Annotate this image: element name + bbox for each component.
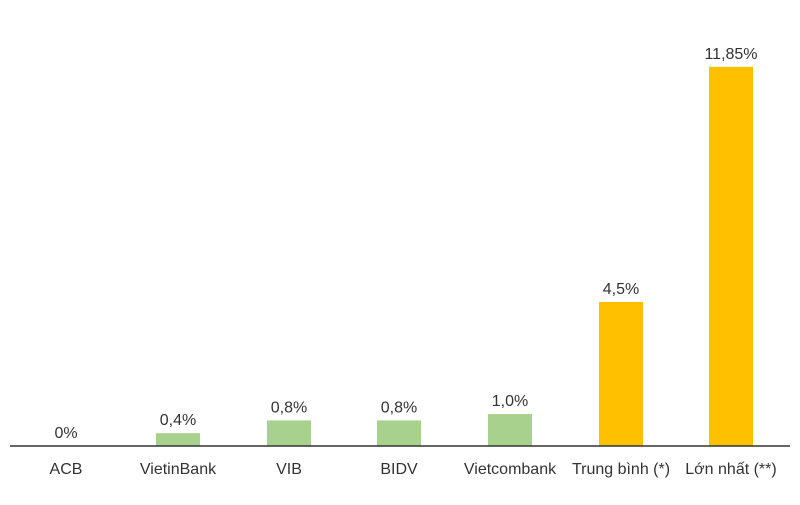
data-label-1: 0,4%	[160, 412, 196, 429]
bar-2	[267, 420, 311, 446]
bar-3	[377, 420, 421, 446]
category-labels-layer: ACB VietinBank VIB BIDV Vietcombank Trung bìn…	[50, 461, 777, 478]
data-label-2: 0,8%	[271, 399, 307, 416]
bar-1	[156, 433, 200, 446]
bars-layer	[156, 66, 753, 447]
data-label-0: 0%	[54, 425, 77, 442]
value-labels-layer: 0% 0,4% 0,8% 0,8% 1,0% 4,5% 11,85%	[54, 46, 757, 442]
data-label-5: 4,5%	[603, 281, 639, 298]
category-label-0: ACB	[50, 461, 83, 478]
category-label-1: VietinBank	[140, 461, 217, 478]
bar-6	[709, 66, 753, 447]
bar-4	[488, 414, 532, 446]
category-label-4: Vietcombank	[464, 461, 557, 478]
category-label-2: VIB	[276, 461, 302, 478]
category-label-3: BIDV	[380, 461, 418, 478]
category-label-5: Trung bình (*)	[572, 461, 670, 478]
data-label-3: 0,8%	[381, 399, 417, 416]
data-label-6: 11,85%	[704, 46, 757, 63]
data-label-4: 1,0%	[492, 393, 528, 410]
bar-5	[599, 302, 643, 446]
category-label-6: Lớn nhất (**)	[685, 461, 776, 478]
